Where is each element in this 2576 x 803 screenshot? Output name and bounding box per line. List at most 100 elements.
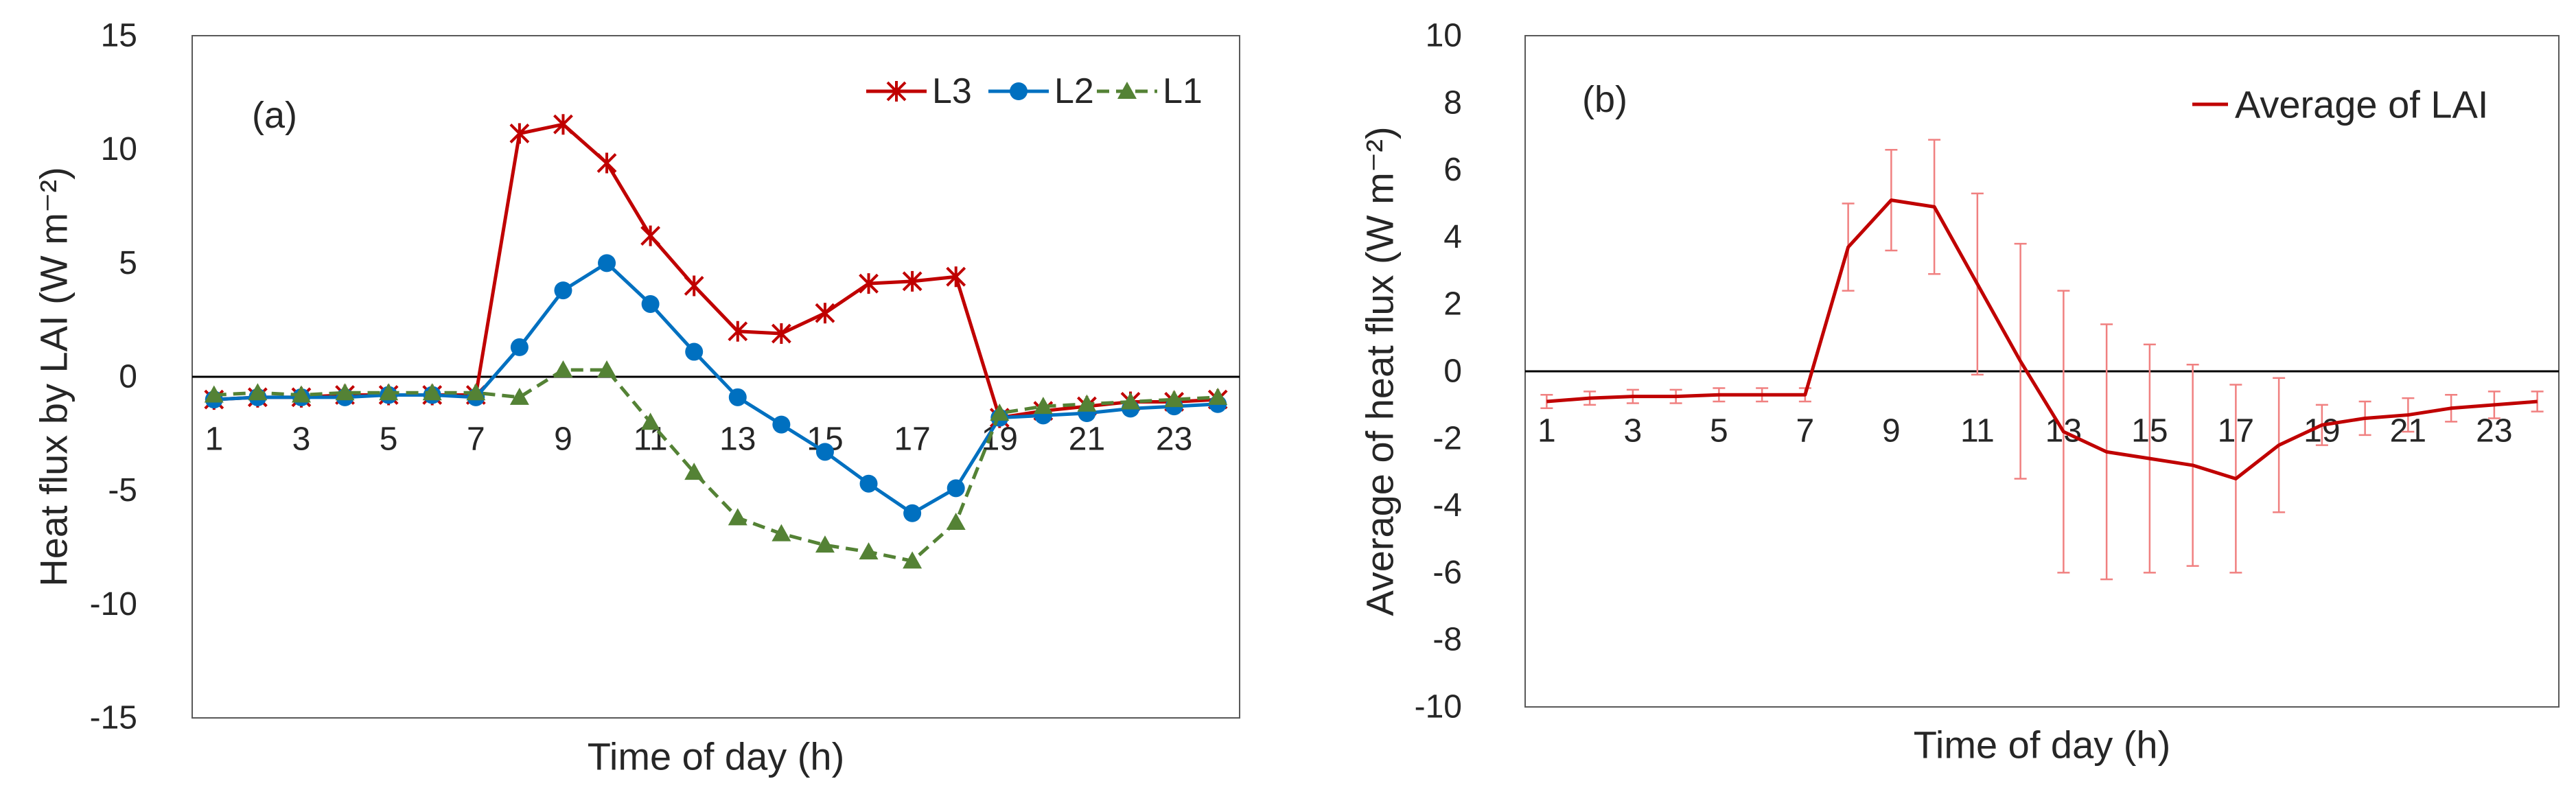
y-tick-label: 0 (119, 359, 137, 395)
data-point (815, 443, 834, 461)
x-tick-label: 5 (1710, 413, 1728, 450)
data-point (596, 152, 617, 174)
data-point (554, 281, 572, 300)
data-point (1208, 387, 1228, 405)
data-point (509, 387, 529, 405)
y-tick-label: -6 (1432, 555, 1462, 591)
y-tick-label: 2 (1443, 286, 1462, 323)
y-axis-title: Average of heat flux (W m⁻²) (1358, 126, 1402, 616)
data-point (947, 479, 965, 498)
data-point (510, 338, 529, 356)
x-tick-label: 3 (1624, 413, 1643, 450)
series-line (213, 261, 1218, 515)
series-l1 (204, 360, 1228, 569)
x-tick-label: 9 (554, 421, 572, 458)
data-point (248, 383, 268, 401)
data-point (422, 383, 442, 401)
data-point (859, 474, 878, 493)
data-point (598, 254, 616, 272)
y-tick-label: -10 (1415, 689, 1462, 725)
data-point (946, 513, 966, 531)
series-l3 (204, 114, 1228, 428)
x-tick-label: 11 (1960, 413, 1995, 450)
y-tick-label: -8 (1432, 622, 1462, 658)
data-point (640, 412, 660, 430)
data-point (771, 323, 791, 345)
legend-label: Average of LAI (2235, 83, 2488, 126)
legend-marker (886, 81, 907, 102)
panel-label: (b) (1582, 79, 1627, 120)
legend-label: L3 (932, 71, 972, 111)
x-tick-label: 13 (719, 421, 756, 458)
data-point (641, 294, 660, 313)
data-point (1164, 390, 1184, 408)
y-tick-label: -4 (1432, 487, 1462, 524)
data-point (466, 383, 486, 401)
data-point (903, 504, 922, 522)
y-tick-label: 4 (1443, 219, 1462, 255)
y-tick-label: -2 (1432, 420, 1462, 456)
series-line (1546, 198, 2538, 480)
y-tick-label: 10 (101, 131, 137, 167)
series-average-of-lai (1540, 139, 2544, 581)
data-point (903, 551, 923, 569)
series-l2 (205, 254, 1227, 522)
y-axis-title: Heat flux by LAI (W m⁻²) (32, 167, 76, 586)
legend-label: L1 (1163, 71, 1203, 111)
x-tick-label: 17 (894, 421, 930, 458)
y-tick-label: -5 (108, 472, 137, 509)
x-tick-label: 1 (205, 421, 223, 458)
y-tick-label: 15 (101, 18, 137, 54)
x-tick-label: 5 (380, 421, 398, 458)
data-point (1077, 394, 1097, 412)
data-point (728, 321, 748, 342)
data-point (597, 360, 617, 378)
y-tick-label: 5 (119, 245, 137, 281)
data-point (685, 342, 704, 361)
legend-marker (1010, 82, 1028, 100)
data-point (684, 275, 704, 296)
data-point (553, 114, 573, 135)
data-point (204, 385, 224, 403)
x-tick-label: 7 (1796, 413, 1815, 450)
y-tick-label: 0 (1443, 353, 1462, 390)
y-tick-label: 8 (1443, 84, 1462, 121)
data-point (772, 415, 791, 434)
data-point (379, 383, 399, 401)
data-point (990, 404, 1010, 421)
y-tick-label: -10 (90, 586, 137, 622)
data-point (509, 123, 530, 144)
error-bar (2531, 391, 2544, 412)
x-tick-label: 7 (467, 421, 485, 458)
data-point (1033, 397, 1053, 415)
data-point (640, 225, 661, 246)
data-point (728, 508, 747, 526)
x-tick-label: 9 (1882, 413, 1901, 450)
data-point (335, 383, 355, 401)
x-tick-label: 1 (1538, 413, 1556, 450)
legend: L3 L2 L1 (866, 71, 1203, 111)
x-axis-title: Time of day (h) (588, 735, 844, 778)
data-point (859, 542, 879, 560)
legend-marker (1117, 82, 1137, 99)
x-tick-label: 3 (292, 421, 311, 458)
data-point (291, 385, 311, 403)
data-point (946, 266, 966, 288)
data-point (771, 524, 791, 542)
data-point (553, 360, 573, 378)
x-tick-label: 23 (1156, 421, 1192, 458)
x-tick-label: 21 (1069, 421, 1105, 458)
data-point (1121, 392, 1141, 410)
panel-label: (a) (252, 95, 297, 136)
y-tick-label: -15 (90, 700, 137, 736)
data-point (815, 535, 835, 553)
data-point (684, 463, 704, 480)
data-point (902, 270, 923, 292)
data-point (728, 388, 747, 406)
data-point (815, 303, 835, 324)
x-axis-title: Time of day (h) (1914, 723, 2170, 767)
data-point (859, 273, 879, 294)
